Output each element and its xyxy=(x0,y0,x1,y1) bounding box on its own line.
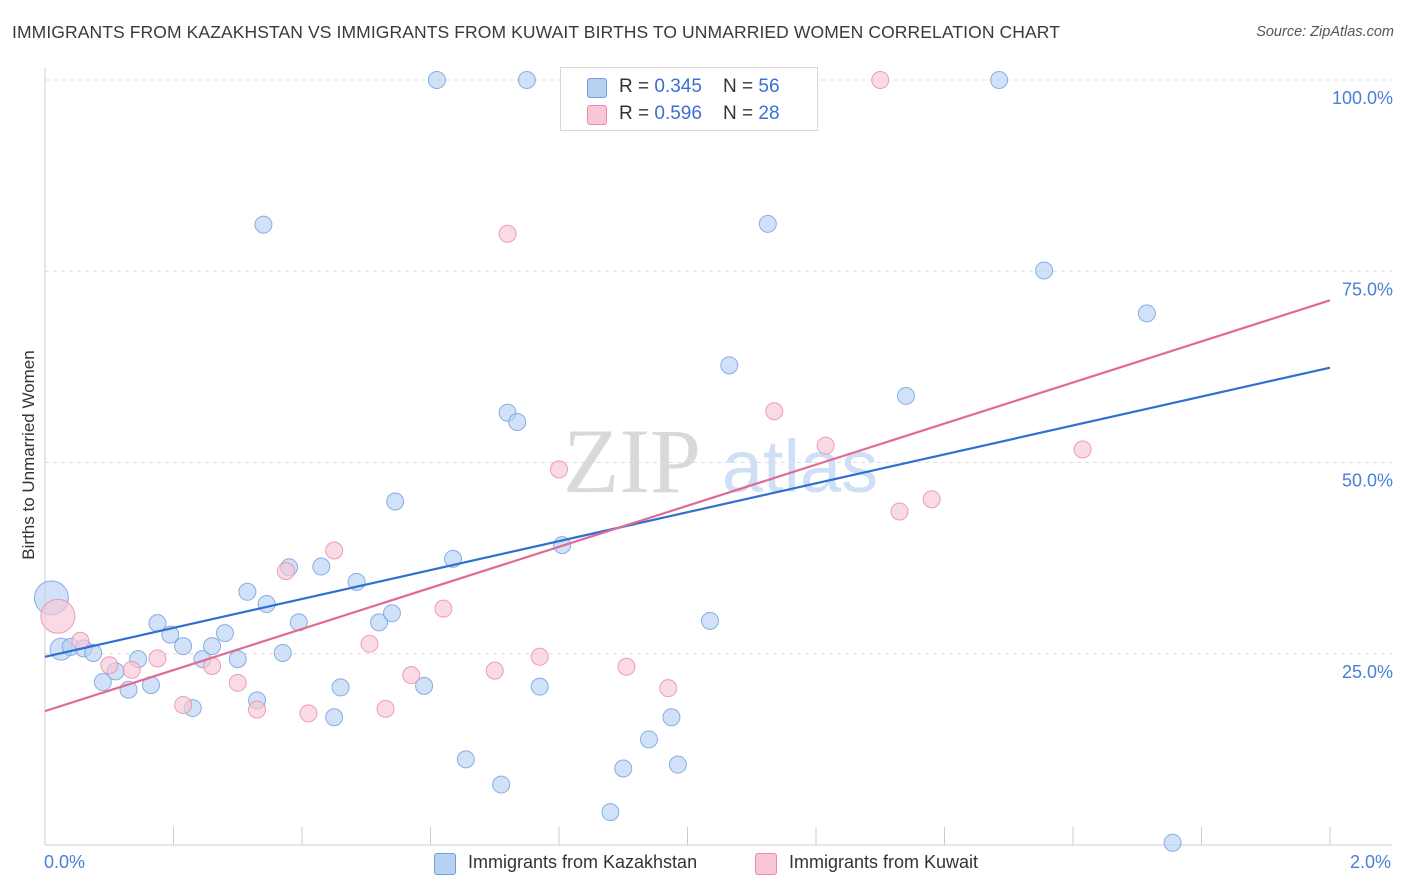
data-point xyxy=(614,759,633,778)
y-tick-labels: 25.0% 50.0% 75.0% 100.0% xyxy=(1332,88,1393,682)
legend-swatch-blue xyxy=(434,853,456,875)
legend-swatch-pink xyxy=(587,105,607,125)
data-point xyxy=(668,755,687,774)
data-point xyxy=(325,541,344,560)
data-point xyxy=(273,643,292,662)
legend-label-kazakhstan: Immigrants from Kazakhstan xyxy=(468,852,698,872)
r-label: R = xyxy=(619,103,655,124)
data-point xyxy=(990,71,1009,89)
data-point xyxy=(228,650,247,669)
chart-title: IMMIGRANTS FROM KAZAKHSTAN VS IMMIGRANTS… xyxy=(12,22,1060,42)
data-point xyxy=(492,775,511,794)
data-point xyxy=(40,598,76,634)
data-point xyxy=(100,656,119,675)
data-point xyxy=(312,557,331,576)
data-point xyxy=(758,214,777,233)
data-point xyxy=(662,708,681,727)
data-point xyxy=(550,460,568,479)
data-point xyxy=(427,71,446,89)
data-point xyxy=(498,224,517,243)
data-point xyxy=(1137,304,1156,323)
data-point xyxy=(700,611,719,630)
data-point xyxy=(93,673,112,692)
data-point xyxy=(659,679,678,698)
legend-label-kuwait: Immigrants from Kuwait xyxy=(789,852,979,872)
data-point xyxy=(376,699,395,718)
data-point xyxy=(1073,440,1092,459)
data-point xyxy=(617,657,636,676)
trend-lines xyxy=(44,299,1331,713)
data-point xyxy=(517,71,536,89)
data-point xyxy=(485,661,504,680)
y-tick-label: 75.0% xyxy=(1342,279,1393,299)
watermark-atlas: atlas xyxy=(722,425,878,508)
data-point xyxy=(386,492,405,511)
n-value: 28 xyxy=(758,103,780,124)
data-point xyxy=(299,704,318,723)
series-kuwait-points xyxy=(40,71,1092,723)
data-point xyxy=(382,604,401,623)
data-point xyxy=(203,637,222,656)
y-tick-label: 50.0% xyxy=(1342,471,1393,491)
trend-line-kuwait xyxy=(44,299,1331,713)
data-point xyxy=(415,676,434,695)
x-tick-label-max: 2.0% xyxy=(1350,852,1392,872)
data-point xyxy=(639,730,658,749)
watermark-zip: ZIP xyxy=(563,410,701,512)
data-point xyxy=(174,637,193,656)
correlation-legend: R = 0.345 N = 56 R = 0.596 N = 28 xyxy=(560,67,818,131)
data-point xyxy=(530,677,549,696)
data-point xyxy=(370,613,389,632)
data-point xyxy=(276,562,295,581)
data-point xyxy=(402,666,421,685)
data-point xyxy=(1035,261,1054,280)
data-point xyxy=(530,647,549,666)
data-point xyxy=(456,750,475,769)
source-credit: Source: ZipAtlas.com xyxy=(1256,24,1394,40)
data-point xyxy=(508,412,527,431)
grid-lines xyxy=(45,79,1392,655)
y-axis-label: Births to Unmarried Women xyxy=(19,350,38,560)
data-point xyxy=(765,402,784,421)
data-point xyxy=(174,696,193,715)
data-point xyxy=(922,490,941,509)
data-point xyxy=(1163,833,1182,852)
data-point xyxy=(254,215,273,234)
n-value: 56 xyxy=(758,76,780,97)
legend-swatch-pink xyxy=(755,853,777,875)
r-value: 0.596 xyxy=(654,103,702,124)
y-tick-label: 25.0% xyxy=(1342,662,1393,682)
r-label: R = xyxy=(619,76,655,97)
data-point xyxy=(360,634,379,653)
y-tick-label: 100.0% xyxy=(1332,88,1393,108)
data-point xyxy=(871,71,890,89)
data-point xyxy=(896,386,915,405)
legend-swatch-blue xyxy=(587,78,607,98)
n-label: N = xyxy=(723,103,759,124)
data-point xyxy=(331,678,350,697)
r-value: 0.345 xyxy=(654,76,702,97)
data-point xyxy=(228,673,247,692)
data-point xyxy=(720,356,739,375)
data-point xyxy=(148,649,167,668)
data-point xyxy=(601,803,620,822)
x-tick-label-min: 0.0% xyxy=(44,852,86,872)
data-point xyxy=(434,599,453,618)
data-point xyxy=(84,643,103,662)
data-point xyxy=(890,502,909,521)
data-point xyxy=(248,700,267,719)
data-point xyxy=(257,595,276,614)
axes xyxy=(44,68,1392,846)
data-point xyxy=(122,660,141,679)
data-point xyxy=(215,624,234,643)
n-label: N = xyxy=(723,76,759,97)
data-point xyxy=(325,708,344,727)
watermark: ZIP atlas xyxy=(563,410,878,512)
trend-line-kazakhstan xyxy=(44,366,1331,658)
data-point xyxy=(816,436,835,455)
data-point xyxy=(238,582,257,601)
